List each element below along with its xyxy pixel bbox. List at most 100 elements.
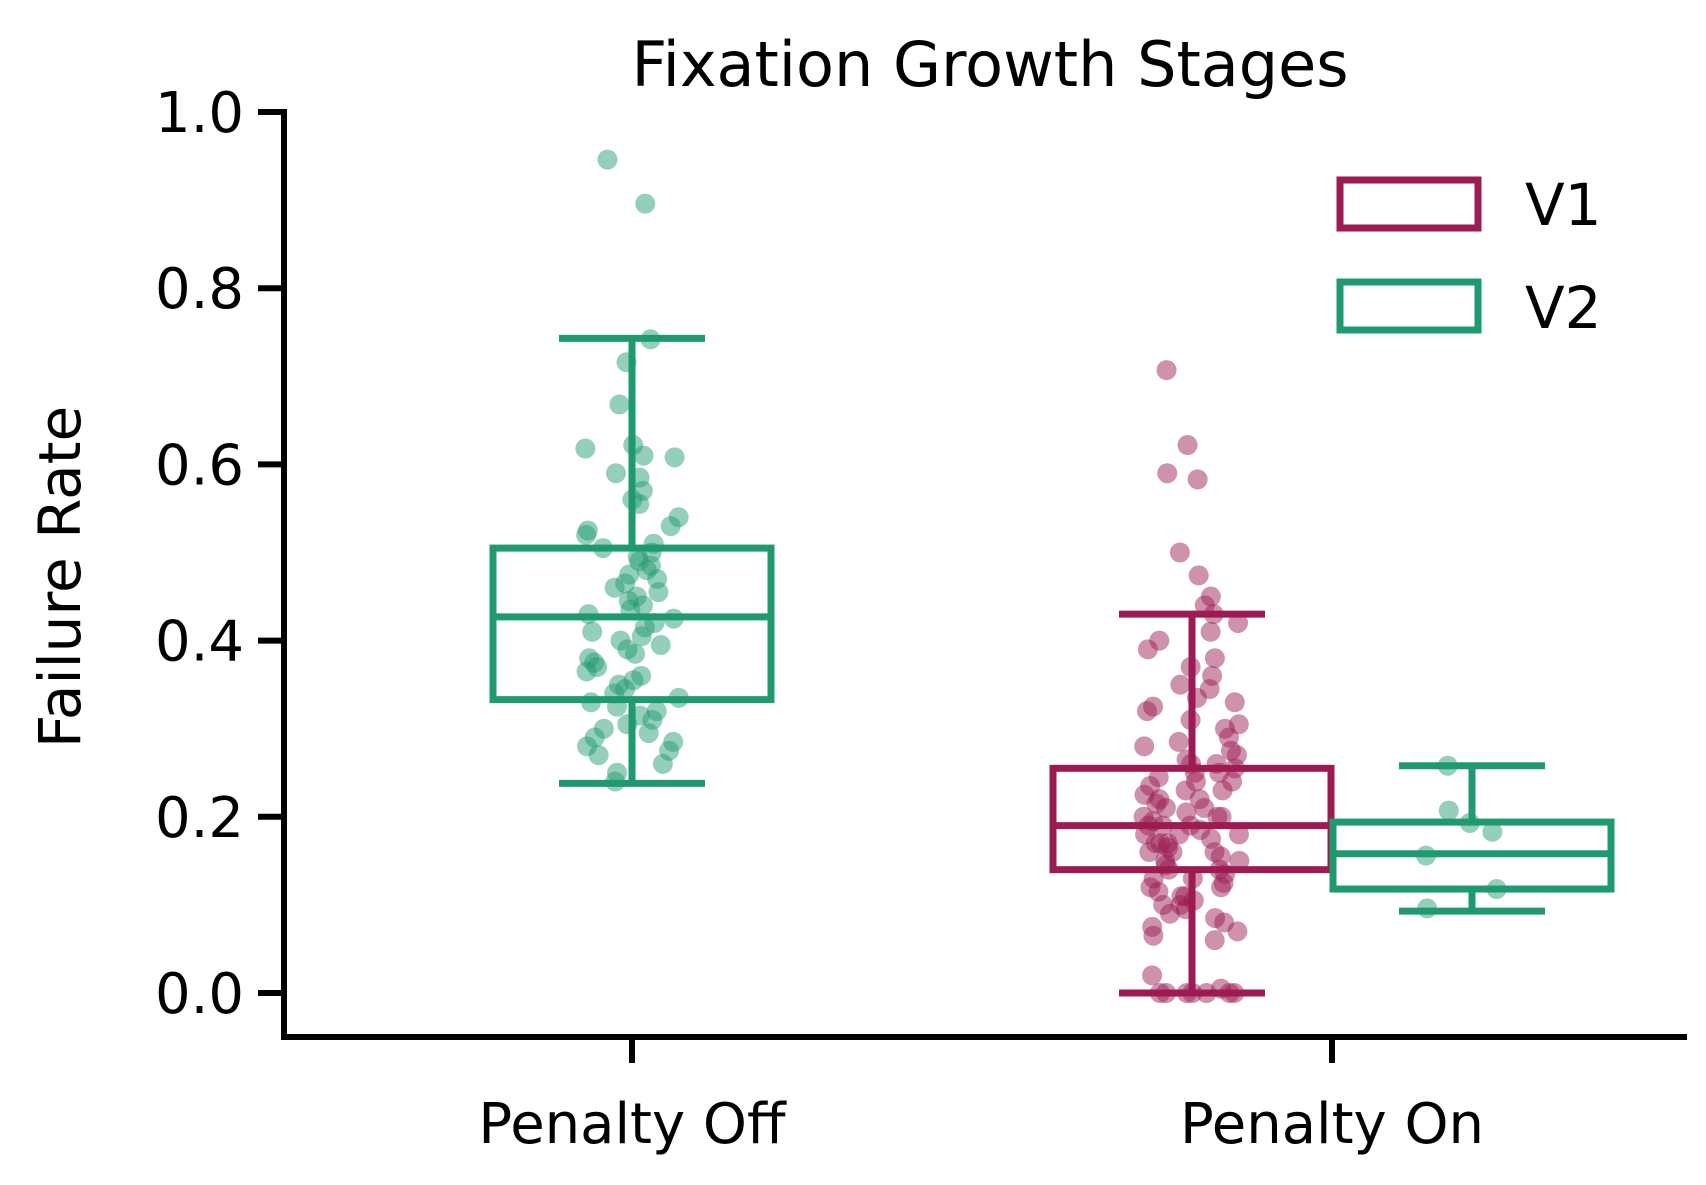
data-point-v1-48 [1176, 802, 1197, 823]
data-point-v2-40 [610, 630, 631, 651]
y-tick-label: 0.8 [155, 257, 244, 322]
data-point-v1-1 [1177, 435, 1198, 456]
y-tick-label: 1.0 [155, 81, 244, 146]
data-point-v1-68 [1210, 846, 1231, 867]
data-point-v2-38 [582, 621, 603, 642]
data-point-v1-3 [1187, 469, 1208, 490]
data-point-v2-51 [615, 679, 636, 700]
data-point-v2-3 [1482, 821, 1503, 842]
data-point-v2-47 [576, 661, 597, 682]
boxes [489, 334, 1615, 997]
tick-labels: 0.0 0.2 0.4 0.6 0.8 1.0 Penalty Off Penalty On [155, 81, 1484, 1157]
data-point-v2-6 [575, 438, 596, 459]
data-point-v1-61 [1157, 833, 1178, 854]
legend-swatch-v1 [1336, 176, 1482, 232]
data-point-v1-45 [1146, 793, 1167, 814]
data-point-v2-0 [597, 149, 618, 170]
data-point-v2-30 [626, 586, 647, 607]
data-point-v1-43 [1149, 789, 1170, 810]
data-point-v1-92 [1143, 925, 1164, 946]
data-point-v1-20 [1143, 696, 1164, 717]
data-point-v1-85 [1153, 894, 1174, 915]
data-point-v1-69 [1155, 850, 1176, 871]
data-point-v2-49 [623, 670, 644, 691]
data-point-v1-80 [1148, 881, 1169, 902]
data-point-v1-94 [1142, 965, 1163, 986]
data-point-v2-42 [617, 639, 638, 660]
data-point-v2-25 [619, 564, 640, 585]
legend: V1 V2 [1336, 171, 1602, 342]
data-point-v2-46 [587, 657, 608, 678]
legend-label-v1: V1 [1525, 171, 1602, 239]
data-point-v2-21 [627, 546, 648, 567]
data-point-v1-7 [1194, 595, 1215, 616]
data-point-v1-39 [1140, 775, 1161, 796]
data-point-v2-60 [593, 718, 614, 739]
data-point-v1-81 [1171, 886, 1192, 907]
data-point-v2-44 [579, 648, 600, 669]
data-point-v1-42 [1134, 784, 1155, 805]
data-point-v1-27 [1134, 736, 1155, 757]
data-point-v1-60 [1201, 828, 1222, 849]
data-point-v1-84 [1170, 894, 1191, 915]
data-point-v1-36 [1148, 767, 1169, 788]
data-point-v1-0 [1156, 360, 1177, 381]
data-point-v2-28 [604, 577, 625, 598]
data-point-v1-57 [1135, 824, 1156, 845]
data-point-v1-91 [1227, 921, 1248, 942]
data-point-v2-9 [605, 463, 626, 484]
data-point-v1-4 [1169, 542, 1190, 563]
data-point-v2-17 [576, 524, 597, 545]
data-point-v2-67 [652, 753, 673, 774]
data-point-v1-28 [1220, 740, 1241, 761]
axes [258, 109, 1687, 1063]
data-point-v1-87 [1159, 903, 1180, 924]
data-point-v1-66 [1204, 842, 1225, 863]
data-point-v1-38 [1185, 771, 1206, 792]
data-point-v1-90 [1142, 916, 1163, 937]
data-point-v1-51 [1211, 806, 1232, 827]
data-point-v2-45 [584, 652, 605, 673]
data-point-v2-41 [650, 635, 671, 656]
data-point-v1-79 [1211, 877, 1232, 898]
jitter-points [575, 149, 1507, 1003]
y-tick-label: 0.0 [155, 962, 244, 1027]
data-point-v2-32 [632, 595, 653, 616]
data-point-v1-9 [1228, 612, 1249, 633]
data-point-v1-12 [1137, 639, 1158, 660]
data-point-v2-14 [668, 507, 689, 528]
data-point-v2-68 [607, 762, 628, 783]
data-point-v2-16 [577, 520, 598, 541]
data-point-v2-43 [625, 643, 646, 664]
data-point-v2-24 [636, 560, 657, 581]
data-point-v2-1 [635, 193, 656, 214]
data-point-v1-65 [1139, 842, 1160, 863]
box-v2 [489, 544, 775, 704]
data-point-v2-39 [631, 626, 652, 647]
data-point-v2-56 [646, 701, 667, 722]
data-point-v2-26 [647, 568, 668, 589]
y-axis-label: Failure Rate [26, 406, 94, 748]
data-point-v1-76 [1143, 868, 1164, 889]
data-point-v1-47 [1155, 797, 1176, 818]
chart-title: Fixation Growth Stages [631, 28, 1348, 101]
data-point-v1-17 [1199, 679, 1220, 700]
data-point-v2-61 [638, 723, 659, 744]
data-point-v2-37 [634, 617, 655, 638]
data-point-v1-93 [1204, 930, 1225, 951]
data-point-v2-65 [659, 740, 680, 761]
data-point-v1-16 [1170, 674, 1191, 695]
data-point-v1-19 [1224, 692, 1245, 713]
data-point-v1-6 [1200, 586, 1221, 607]
y-tick-label: 0.2 [155, 786, 244, 851]
data-point-v1-13 [1204, 648, 1225, 669]
data-point-v2-11 [632, 480, 653, 501]
y-tick-label: 0.6 [155, 433, 244, 498]
data-point-v1-26 [1168, 731, 1189, 752]
data-point-v1-41 [1175, 780, 1196, 801]
x-tick-label: Penalty On [1180, 1092, 1484, 1157]
data-point-v1-89 [1214, 912, 1235, 933]
data-point-v1-49 [1133, 806, 1154, 827]
data-point-v2-66 [588, 745, 609, 766]
